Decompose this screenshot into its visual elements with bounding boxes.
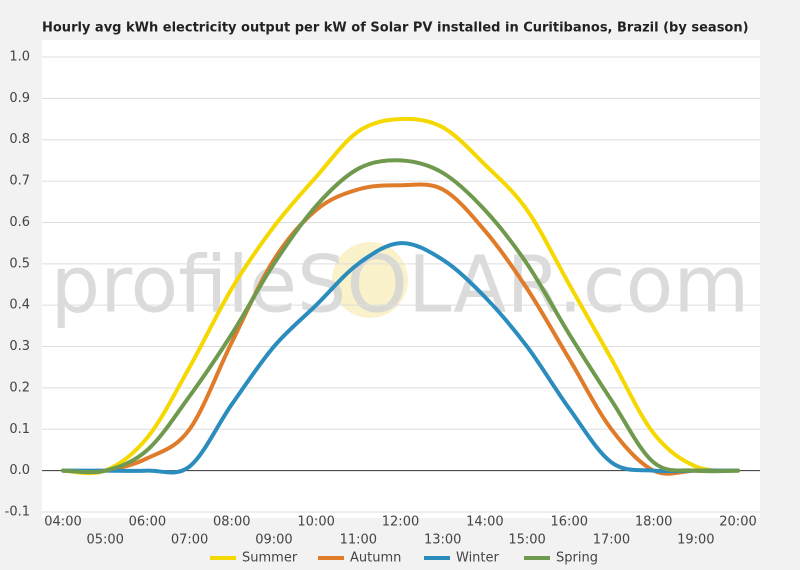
y-tick-label: 0.4 bbox=[9, 298, 30, 313]
series-line bbox=[61, 241, 740, 475]
legend-label: Spring bbox=[556, 551, 598, 566]
x-tick-label: 16:00 bbox=[551, 515, 588, 530]
y-tick-label: 0.7 bbox=[9, 174, 30, 189]
y-tick-label: 0.3 bbox=[9, 339, 30, 354]
x-tick-label: 11:00 bbox=[340, 533, 377, 548]
series-line bbox=[61, 116, 740, 476]
x-tick-label: 07:00 bbox=[171, 533, 208, 548]
x-tick-label: 05:00 bbox=[86, 533, 123, 548]
x-tick-label: 14:00 bbox=[466, 515, 503, 530]
y-tick-label: 0.9 bbox=[9, 91, 30, 106]
x-tick-label: 04:00 bbox=[44, 515, 81, 530]
x-tick-label: 09:00 bbox=[255, 533, 292, 548]
y-tick-label: -0.1 bbox=[5, 505, 30, 520]
x-tick-label: 13:00 bbox=[424, 533, 461, 548]
x-tick-label: 06:00 bbox=[129, 515, 166, 530]
y-tick-label: 0.2 bbox=[9, 380, 30, 395]
y-tick-label: 0.0 bbox=[9, 463, 30, 478]
series-line bbox=[61, 182, 740, 476]
y-tick-label: 0.8 bbox=[9, 132, 30, 147]
x-tick-label: 15:00 bbox=[508, 533, 545, 548]
series-line bbox=[61, 158, 740, 475]
x-tick-label: 12:00 bbox=[382, 515, 419, 530]
x-tick-label: 08:00 bbox=[213, 515, 250, 530]
watermark: profileSOLAR.com bbox=[51, 240, 750, 330]
y-tick-label: 0.1 bbox=[9, 422, 30, 437]
x-tick-label: 18:00 bbox=[635, 515, 672, 530]
x-tick-label: 17:00 bbox=[593, 533, 630, 548]
x-tick-label: 19:00 bbox=[677, 533, 714, 548]
legend-label: Autumn bbox=[350, 551, 401, 566]
legend-label: Winter bbox=[456, 551, 500, 566]
watermark-sun bbox=[332, 242, 408, 318]
x-tick-label: 10:00 bbox=[297, 515, 334, 530]
x-tick-label: 20:00 bbox=[719, 515, 756, 530]
y-tick-label: 1.0 bbox=[9, 50, 30, 65]
chart-title: Hourly avg kWh electricity output per kW… bbox=[42, 21, 749, 36]
y-tick-label: 0.5 bbox=[9, 256, 30, 271]
y-tick-label: 0.6 bbox=[9, 215, 30, 230]
legend-label: Summer bbox=[242, 551, 298, 566]
